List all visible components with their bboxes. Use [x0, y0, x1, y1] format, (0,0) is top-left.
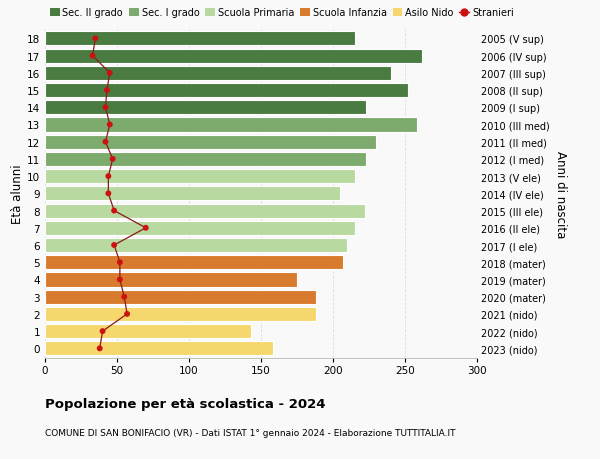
Point [104, 190, 113, 198]
Y-axis label: Età alunni: Età alunni [11, 164, 24, 224]
Point [101, 139, 110, 146]
Bar [45, 118, 416, 132]
Text: COMUNE DI SAN BONIFACIO (VR) - Dati ISTAT 1° gennaio 2024 - Elaborazione TUTTITA: COMUNE DI SAN BONIFACIO (VR) - Dati ISTA… [45, 428, 455, 437]
Bar [45, 84, 408, 98]
Bar [45, 170, 355, 184]
Y-axis label: Anni di nascita: Anni di nascita [554, 151, 566, 237]
Point [101, 104, 110, 112]
Bar [45, 50, 422, 63]
Point [104, 173, 113, 180]
Point [122, 311, 132, 318]
Point [88, 53, 97, 60]
Bar [45, 101, 366, 115]
Point [115, 259, 125, 266]
Bar [45, 238, 347, 252]
Bar [45, 204, 365, 218]
Point [141, 224, 151, 232]
Point [91, 36, 100, 43]
Bar [45, 67, 391, 81]
Bar [45, 273, 297, 287]
Bar [45, 32, 355, 46]
Text: Popolazione per età scolastica - 2024: Popolazione per età scolastica - 2024 [45, 397, 325, 410]
Bar [45, 307, 316, 321]
Point [115, 276, 125, 284]
Point [105, 70, 115, 77]
Point [95, 345, 104, 352]
Bar [45, 152, 366, 167]
Bar [45, 325, 251, 338]
Point [105, 122, 115, 129]
Bar [45, 290, 316, 304]
Bar [45, 341, 272, 356]
Bar [45, 135, 376, 150]
Legend: Sec. II grado, Sec. I grado, Scuola Primaria, Scuola Infanzia, Asilo Nido, Stran: Sec. II grado, Sec. I grado, Scuola Prim… [50, 8, 514, 18]
Point [109, 207, 119, 215]
Bar [45, 256, 343, 270]
Point [108, 156, 118, 163]
Bar [45, 221, 355, 235]
Bar [45, 187, 340, 201]
Point [109, 242, 119, 249]
Point [98, 328, 107, 335]
Point [119, 293, 129, 301]
Point [102, 87, 112, 95]
